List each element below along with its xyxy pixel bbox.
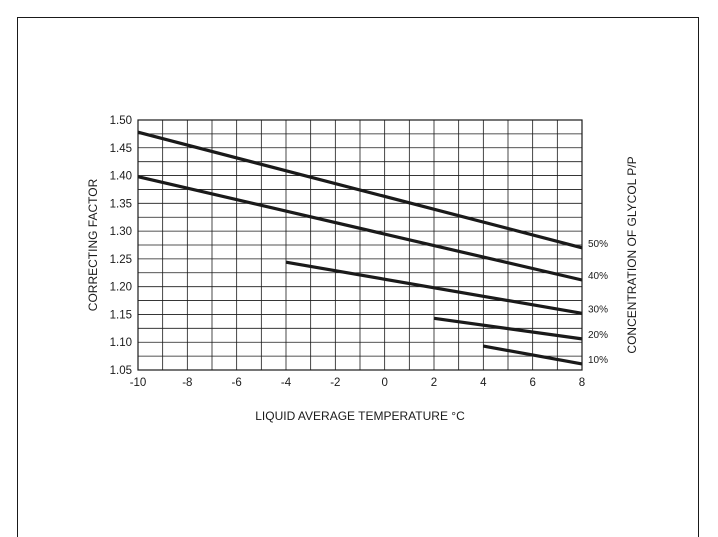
y-tick-label: 1.20 bbox=[110, 282, 132, 294]
y-tick-label: 1.25 bbox=[110, 254, 132, 266]
series-line-10pct bbox=[483, 344, 583, 366]
y-tick-label: 1.50 bbox=[110, 115, 132, 127]
x-tick-labels: -10 -8 -6 -4 -2 0 2 4 6 8 bbox=[130, 377, 586, 389]
x-axis-label: LIQUID AVERAGE TEMPERATURE °C bbox=[255, 409, 465, 423]
series-line-50pct bbox=[137, 130, 583, 250]
plot-border bbox=[137, 119, 583, 371]
x-tick-label: -6 bbox=[232, 377, 242, 389]
series-labels: 50% 40% 30% 20% 10% bbox=[588, 239, 608, 366]
series-line-20pct bbox=[433, 316, 583, 341]
grid bbox=[138, 120, 582, 370]
y-tick-label: 1.15 bbox=[110, 309, 132, 321]
y-tick-label: 1.40 bbox=[110, 171, 132, 183]
y-axis-label: CORRECTING FACTOR bbox=[86, 178, 100, 311]
x-tick-label: -4 bbox=[281, 377, 292, 389]
y-tick-label: 1.05 bbox=[110, 365, 132, 377]
x-tick-label: -2 bbox=[330, 377, 340, 389]
y-tick-label: 1.30 bbox=[110, 226, 132, 238]
x-tick-label: 8 bbox=[579, 377, 585, 389]
series-label: 40% bbox=[588, 271, 608, 282]
series-label: 30% bbox=[588, 304, 608, 315]
series-line-40pct bbox=[137, 175, 583, 282]
series-label: 50% bbox=[588, 239, 608, 250]
x-tick-label: 4 bbox=[480, 377, 487, 389]
chart: -10 -8 -6 -4 -2 0 2 4 6 8 1.05 1.10 1.15 1.20 1.25 1.3… bbox=[86, 115, 639, 423]
series-label: 10% bbox=[588, 355, 608, 366]
y-tick-label: 1.45 bbox=[110, 143, 132, 155]
series-line-30pct bbox=[285, 260, 583, 315]
figure-frame bbox=[17, 17, 699, 537]
x-tick-label: 2 bbox=[431, 377, 437, 389]
x-tick-label: 6 bbox=[529, 377, 535, 389]
series-label: 20% bbox=[588, 330, 608, 341]
x-tick-label: 0 bbox=[381, 377, 387, 389]
x-tick-label: -8 bbox=[182, 377, 192, 389]
x-tick-label: -10 bbox=[130, 377, 147, 389]
y-tick-label: 1.35 bbox=[110, 198, 132, 210]
y-tick-label: 1.10 bbox=[110, 337, 132, 349]
right-axis-label: CONCENTRATION OF GLYCOL P/P bbox=[625, 156, 639, 353]
y-tick-labels: 1.05 1.10 1.15 1.20 1.25 1.30 1.35 1.40 1.45 1.50 bbox=[110, 115, 132, 377]
series-lines bbox=[137, 130, 583, 366]
